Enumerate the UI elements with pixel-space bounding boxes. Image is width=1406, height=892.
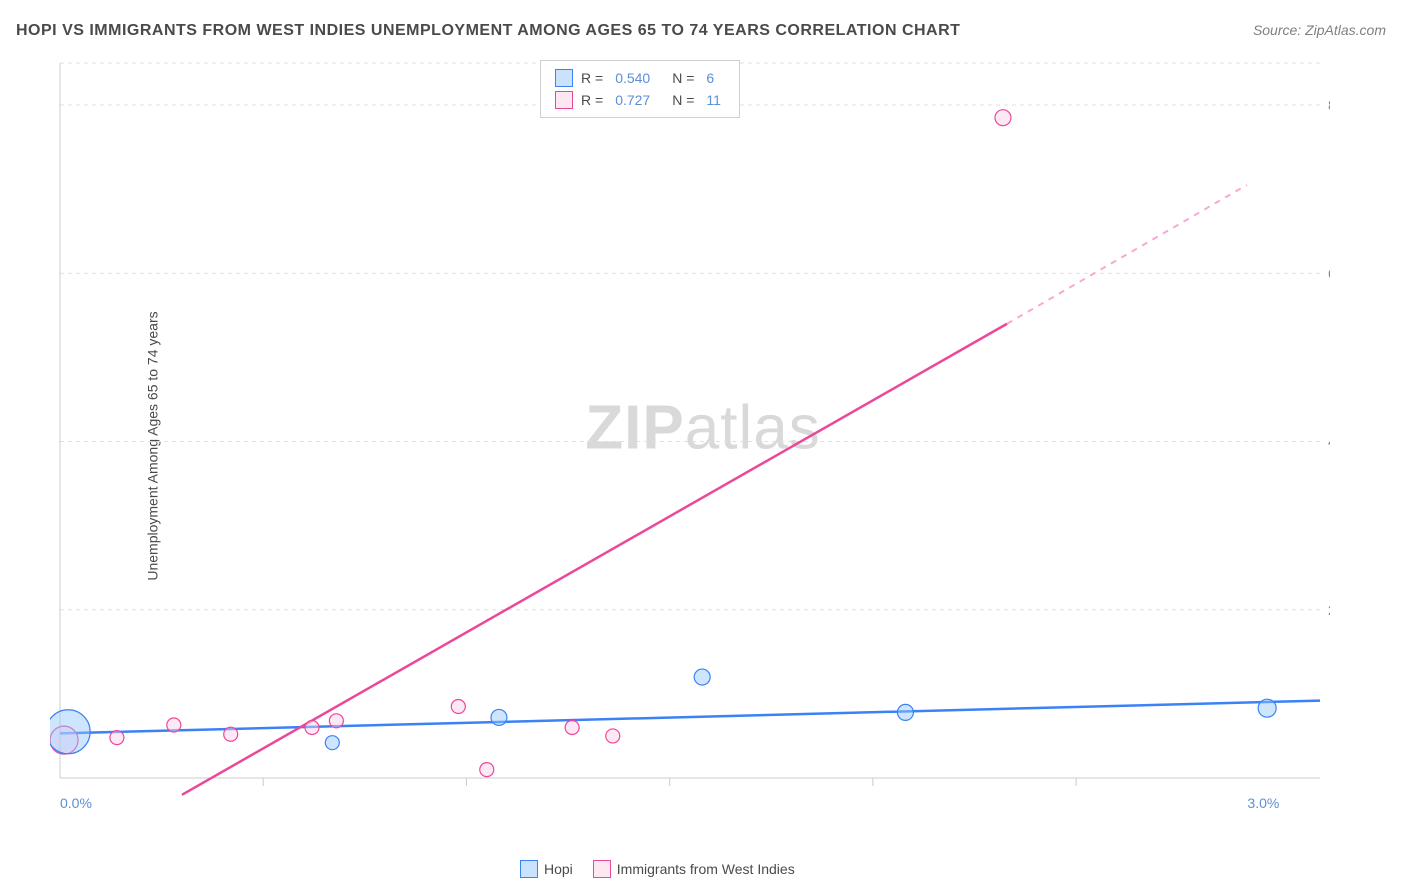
chart-title: HOPI VS IMMIGRANTS FROM WEST INDIES UNEM… bbox=[16, 22, 960, 40]
legend-label: Hopi bbox=[544, 861, 573, 877]
correlation-legend: R = 0.540 N = 6 R = 0.727 N = 11 bbox=[540, 60, 740, 118]
legend-row-hopi: R = 0.540 N = 6 bbox=[555, 67, 725, 89]
n-value: 6 bbox=[706, 67, 714, 89]
n-value: 11 bbox=[706, 89, 721, 111]
svg-text:20.0%: 20.0% bbox=[1328, 602, 1330, 618]
swatch-blue-icon bbox=[520, 860, 538, 878]
source-attribution: Source: ZipAtlas.com bbox=[1253, 22, 1386, 38]
scatter-plot: 20.0% 40.0% 60.0% 80.0% 0.0% 3.0% bbox=[50, 58, 1330, 818]
swatch-blue-icon bbox=[555, 69, 573, 87]
svg-text:0.0%: 0.0% bbox=[60, 795, 92, 811]
svg-text:60.0%: 60.0% bbox=[1328, 265, 1330, 281]
n-label: N = bbox=[672, 89, 694, 111]
legend-label: Immigrants from West Indies bbox=[617, 861, 795, 877]
svg-text:40.0%: 40.0% bbox=[1328, 434, 1330, 450]
r-value: 0.727 bbox=[615, 89, 650, 111]
legend-row-west-indies: R = 0.727 N = 11 bbox=[555, 89, 725, 111]
swatch-pink-icon bbox=[555, 91, 573, 109]
n-label: N = bbox=[672, 67, 694, 89]
r-value: 0.540 bbox=[615, 67, 650, 89]
r-label: R = bbox=[581, 89, 603, 111]
svg-text:3.0%: 3.0% bbox=[1247, 795, 1279, 811]
r-label: R = bbox=[581, 67, 603, 89]
swatch-pink-icon bbox=[593, 860, 611, 878]
svg-text:80.0%: 80.0% bbox=[1328, 97, 1330, 113]
legend-item-west-indies: Immigrants from West Indies bbox=[593, 860, 795, 878]
legend-item-hopi: Hopi bbox=[520, 860, 573, 878]
series-legend: Hopi Immigrants from West Indies bbox=[520, 860, 795, 878]
chart-area: 20.0% 40.0% 60.0% 80.0% 0.0% 3.0% bbox=[50, 58, 1330, 818]
